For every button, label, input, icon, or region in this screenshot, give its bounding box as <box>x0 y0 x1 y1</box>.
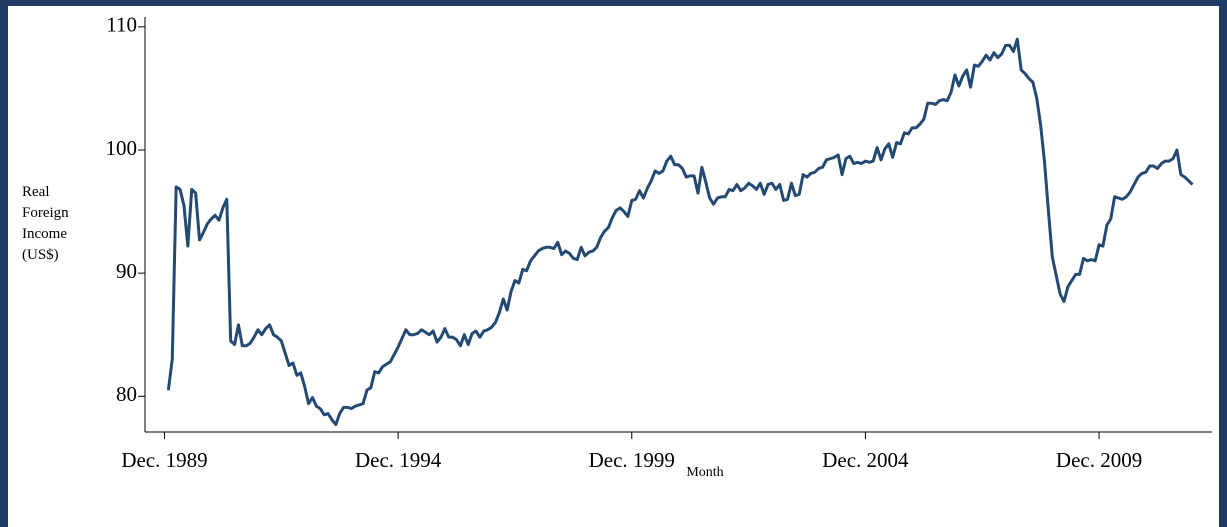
x-tick-label: Dec. 1999 <box>589 448 675 472</box>
y-tick-label: 90 <box>116 259 137 283</box>
x-tick-label: Dec. 2004 <box>822 448 909 472</box>
x-tick-label: Dec. 1994 <box>355 448 442 472</box>
y-axis-label: Real Foreign Income (US$) <box>22 184 69 263</box>
x-tick-label: Dec. 2009 <box>1056 448 1142 472</box>
y-tick-label: 80 <box>116 382 137 406</box>
x-axis-label: Month <box>686 465 723 480</box>
x-tick-label: Dec. 1989 <box>121 448 207 472</box>
data-line <box>166 37 1194 427</box>
y-tick-label: 110 <box>106 13 137 37</box>
y-tick-label: 100 <box>106 136 138 160</box>
